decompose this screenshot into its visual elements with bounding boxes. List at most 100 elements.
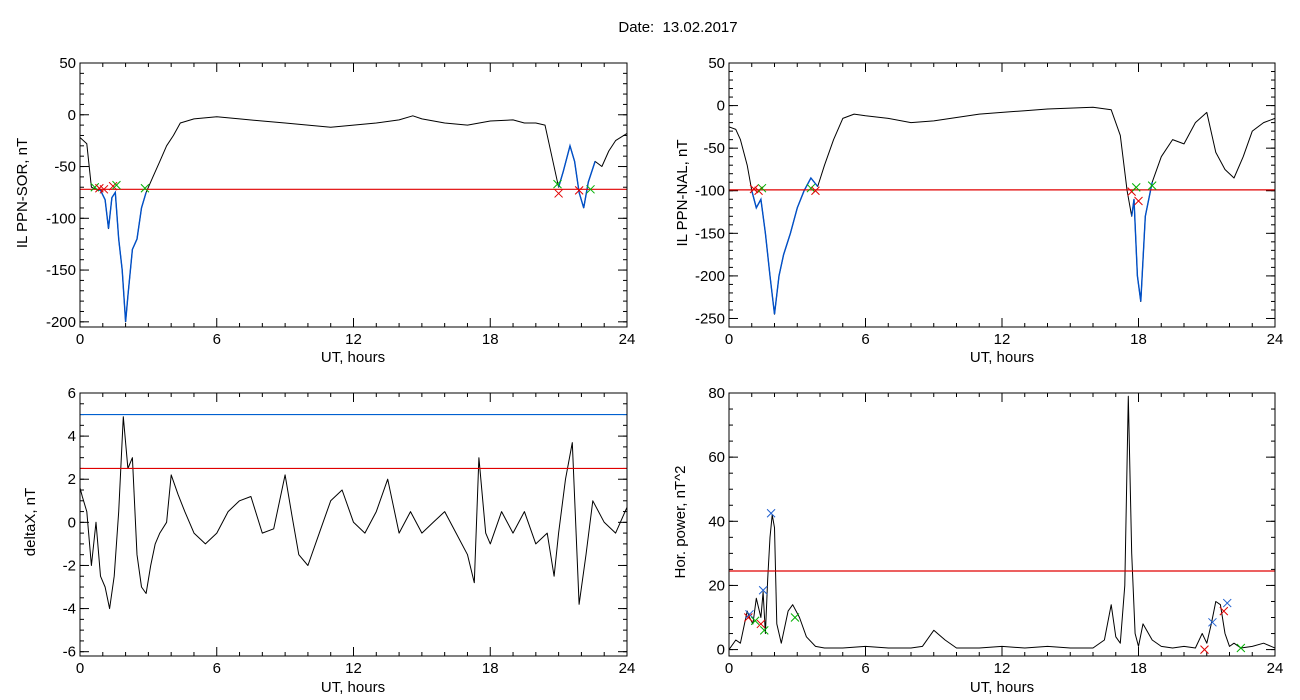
x-marker (1147, 181, 1157, 190)
x-tick-label: 24 (619, 660, 636, 677)
plot-frame (79, 392, 628, 657)
x-tick-label: 12 (994, 660, 1011, 677)
plot-frame (79, 62, 628, 328)
y-axis-label: IL PPN-NAL, nT (674, 140, 691, 247)
x-marker (1131, 182, 1141, 192)
x-axis-label: UT, hours (321, 679, 385, 696)
plot-area (80, 413, 627, 610)
x-tick-label: 6 (213, 331, 221, 348)
x-marker (1219, 606, 1229, 616)
x-tick-label: 18 (482, 660, 499, 677)
plot-area (80, 115, 627, 323)
y-tick-label: -200 (46, 314, 76, 331)
y-tick-label: -150 (46, 262, 76, 279)
y-tick-label: -100 (695, 183, 725, 200)
y-tick-label: 4 (68, 428, 76, 445)
x-axis-label: UT, hours (321, 349, 385, 366)
x-marker (553, 179, 562, 189)
x-marker (1236, 643, 1246, 653)
x-tick-label: 0 (76, 331, 84, 348)
x-tick-label: 24 (1267, 660, 1284, 677)
y-tick-label: 80 (708, 385, 725, 402)
x-marker (749, 184, 759, 194)
x-tick-label: 6 (861, 660, 869, 677)
x-marker (743, 613, 753, 622)
x-marker (1134, 196, 1143, 206)
x-tick-label: 24 (619, 331, 636, 348)
y-tick-label: -50 (703, 140, 725, 157)
x-marker (766, 508, 776, 518)
x-tick-label: 18 (1130, 660, 1147, 677)
plot-frame (728, 62, 1276, 328)
highlight-segment (557, 143, 596, 209)
y-axis-label: deltaX, nT (22, 488, 39, 556)
x-marker (140, 183, 150, 193)
page-title: Date: 13.02.2017 (618, 19, 738, 36)
x-marker (586, 184, 595, 194)
highlight-segment (1131, 182, 1153, 302)
y-tick-label: -200 (695, 268, 725, 285)
panel-hor-power: Hor. power, nT^2 UT, hours 0 6 12 18 24 80 60 4… (672, 385, 1283, 696)
y-tick-label: -6 (63, 644, 76, 661)
x-marker (750, 616, 760, 626)
y-tick-label: -100 (46, 210, 76, 227)
panel-il-ppn-sor: IL PPN-SOR, nT UT, hours 0 6 12 18 24 50 0 -50 -… (14, 55, 635, 366)
x-marker (108, 181, 118, 191)
y-tick-label: -2 (63, 557, 76, 574)
y-tick-label: 0 (717, 98, 725, 115)
y-axis-label: IL PPN-SOR, nT (14, 138, 31, 248)
highlight-segment (95, 188, 147, 322)
y-tick-label: 0 (68, 514, 76, 531)
y-tick-label: 40 (708, 513, 725, 530)
panel-deltax: deltaX, nT UT, hours 0 6 12 18 24 6 4 2 0 -2 -4 -6 (22, 385, 635, 696)
x-tick-label: 12 (994, 331, 1011, 348)
data-line (729, 395, 1275, 650)
data-line (729, 106, 1275, 315)
x-marker (554, 189, 563, 198)
x-tick-label: 0 (725, 660, 733, 677)
y-tick-label: 50 (708, 55, 725, 72)
x-tick-label: 12 (345, 660, 362, 677)
y-tick-label: -50 (54, 159, 76, 176)
x-marker (757, 183, 767, 193)
x-marker (112, 180, 121, 190)
plot-area (729, 395, 1275, 654)
x-tick-label: 0 (76, 660, 84, 677)
panel-il-ppn-nal: IL PPN-NAL, nT UT, hours 0 6 12 18 24 50 0 -50 -… (674, 55, 1283, 366)
data-line (80, 115, 627, 323)
plot-area (729, 106, 1275, 315)
x-marker (99, 184, 109, 194)
y-tick-label: -150 (695, 225, 725, 242)
y-tick-label: 20 (708, 577, 725, 594)
y-tick-label: 50 (59, 55, 76, 72)
x-tick-label: 0 (725, 331, 733, 348)
x-marker (1222, 598, 1232, 608)
x-marker (745, 609, 754, 619)
x-tick-label: 18 (1130, 331, 1147, 348)
x-marker (790, 613, 800, 622)
x-tick-label: 6 (213, 660, 221, 677)
y-tick-label: -4 (63, 601, 76, 618)
x-marker (1208, 617, 1217, 627)
x-marker (811, 186, 820, 196)
plot-frame (728, 392, 1276, 657)
x-tick-label: 24 (1267, 331, 1284, 348)
y-tick-label: 0 (68, 107, 76, 124)
x-tick-label: 6 (861, 331, 869, 348)
x-tick-label: 12 (345, 331, 362, 348)
data-line (80, 416, 627, 610)
x-marker (1200, 645, 1209, 654)
highlight-segment (751, 176, 819, 315)
y-tick-label: 2 (68, 471, 76, 488)
x-marker (574, 185, 584, 195)
y-tick-label: -250 (695, 310, 725, 327)
x-marker (759, 625, 769, 635)
y-tick-label: 0 (717, 642, 725, 659)
x-marker (806, 183, 816, 193)
y-axis-label: Hor. power, nT^2 (672, 466, 689, 579)
x-axis-label: UT, hours (970, 349, 1034, 366)
x-tick-label: 18 (482, 331, 499, 348)
x-marker (756, 619, 766, 629)
y-tick-label: 60 (708, 449, 725, 466)
